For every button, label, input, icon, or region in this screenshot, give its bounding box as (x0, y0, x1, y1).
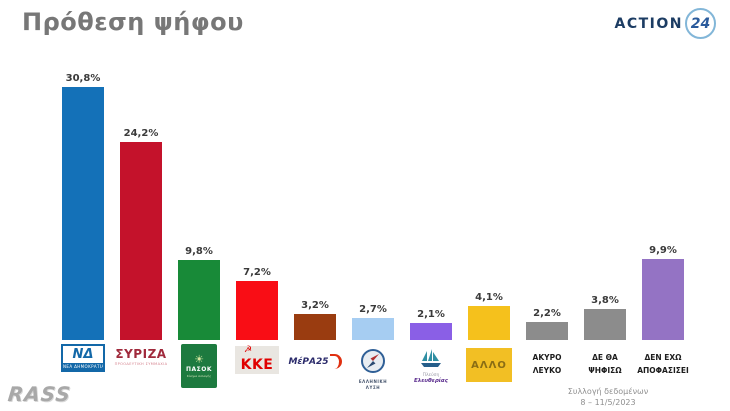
bar-value-label: 9,9% (649, 244, 677, 256)
syriza-logo-subtext: ΠΡΟΟΔΕΥΤΙΚΗ ΣΥΜΜΑΧΙΑ (114, 362, 168, 366)
nd-logo-initials: ΝΔ (72, 347, 94, 362)
bar-value-label: 9,8% (185, 245, 213, 257)
bar-plefsi-eleftherias (410, 322, 452, 340)
plefsi-logo-text: Πλεύση (422, 373, 440, 378)
bar-column-elliniki-lysi: 2,7% (344, 70, 402, 340)
bar-value-label: 3,8% (591, 294, 619, 306)
kke-logo-text: ΚΚΕ (240, 357, 274, 373)
bar-syriza (120, 141, 162, 340)
elliniki-lysi-logo: ΕΛΛΗΝΙΚΗ ΛΥΣΗ (359, 348, 387, 391)
bar-column-kke: 7,2% (228, 70, 286, 340)
party-label-akyro-leyko: ΑΚΥΡΟ ΛΕΥΚΟ (518, 344, 576, 391)
pasok-logo: ☀ ΠΑΣΟΚ Κίνημα Αλλαγής (181, 344, 217, 388)
data-collection-note: Συλλογή δεδομένων 8 – 11/5/2023 (540, 387, 676, 409)
bar-column-allo: 4,1% (460, 70, 518, 340)
bar-pasok (178, 259, 220, 340)
category-row: ΝΔ ΝΕΑ ΔΗΜΟΚΡΑΤΙΑ ΣΥΡΙΖΑ ΠΡΟΟΔΕΥΤΙΚΗ ΣΥΜΜΑΧ… (54, 344, 692, 391)
bar-value-label: 24,2% (123, 127, 159, 139)
action24-logo-circle: 24 (685, 8, 716, 39)
plefsi-logo-subtext: Ελευθερίας (414, 378, 448, 384)
bar-column-pasok: 9,8% (170, 70, 228, 340)
plefsi-eleftherias-logo: Πλεύση Ελευθερίας (414, 348, 448, 384)
bar-nd (62, 87, 104, 340)
bar-mera25 (294, 313, 336, 340)
syriza-logo: ΣΥΡΙΖΑ ΠΡΟΟΔΕΥΤΙΚΗ ΣΥΜΜΑΧΙΑ (115, 344, 168, 366)
action24-logo: ACTION 24 (614, 8, 716, 39)
swoosh-icon (329, 354, 342, 369)
mera25-logo-text: ΜέΡΑ25 (288, 356, 329, 367)
nd-logo: ΝΔ ΝΕΑ ΔΗΜΟΚΡΑΤΙΑ (61, 344, 105, 372)
party-label-syriza: ΣΥΡΙΖΑ ΠΡΟΟΔΕΥΤΙΚΗ ΣΥΜΜΑΧΙΑ (112, 344, 170, 391)
bar-value-label: 2,7% (359, 303, 387, 315)
category-label-de-tha-psifiso: ΔΕ ΘΑ ΨΗΦΙΣΩ (588, 353, 622, 375)
party-label-allo: ΑΛΛΟ (460, 344, 518, 391)
party-label-nd: ΝΔ ΝΕΑ ΔΗΜΟΚΡΑΤΙΑ (54, 344, 112, 391)
bar-de-tha-psifiso (584, 308, 626, 340)
sun-icon: ☀ (194, 353, 204, 366)
kke-logo: ☭ ΚΚΕ (235, 346, 279, 374)
syriza-logo-text: ΣΥΡΙΖΑ (115, 347, 167, 361)
bar-value-label: 30,8% (65, 73, 101, 85)
hammer-sickle-icon: ☭ (244, 345, 253, 355)
bar-column-syriza: 24,2% (112, 70, 170, 340)
pasok-logo-subtext: Κίνημα Αλλαγής (186, 374, 212, 378)
party-label-den-exo-apofasisei: ΔΕΝ ΕΧΩ ΑΠΟΦΑΣΙΣΕΙ (634, 344, 692, 391)
allo-label-box: ΑΛΛΟ (466, 348, 512, 382)
bar-value-label: 3,2% (301, 299, 329, 311)
elliniki-lysi-logo-text: ΕΛΛΗΝΙΚΗ ΛΥΣΗ (358, 379, 388, 390)
bar-column-den-exo-apofasisei: 9,9% (634, 70, 692, 340)
category-label-den-exo-apofasisei: ΔΕΝ ΕΧΩ ΑΠΟΦΑΣΙΣΕΙ (637, 353, 689, 375)
compass-icon (360, 348, 386, 378)
data-collection-dates: 8 – 11/5/2023 (580, 397, 636, 407)
action24-logo-text: ACTION (614, 15, 683, 32)
page-title: Πρόθεση ψήφου (22, 8, 244, 36)
bar-value-label: 2,1% (417, 308, 445, 320)
party-label-elliniki-lysi: ΕΛΛΗΝΙΚΗ ΛΥΣΗ (344, 344, 402, 391)
bar-column-plefsi-eleftherias: 2,1% (402, 70, 460, 340)
bar-kke (236, 281, 278, 340)
party-label-mera25: ΜέΡΑ25 (286, 344, 344, 391)
bar-allo (468, 306, 510, 340)
data-collection-label: Συλλογή δεδομένων (567, 387, 649, 396)
pasok-logo-text: ΠΑΣΟΚ (185, 366, 212, 373)
party-label-plefsi-eleftherias: Πλεύση Ελευθερίας (402, 344, 460, 391)
party-label-de-tha-psifiso: ΔΕ ΘΑ ΨΗΦΙΣΩ (576, 344, 634, 391)
sailboat-icon (420, 348, 442, 372)
rass-agency-logo: RASS (6, 382, 73, 406)
party-label-kke: ☭ ΚΚΕ (228, 344, 286, 391)
bar-column-akyro-leyko: 2,2% (518, 70, 576, 340)
bar-elliniki-lysi (352, 317, 394, 340)
party-label-pasok: ☀ ΠΑΣΟΚ Κίνημα Αλλαγής (170, 344, 228, 391)
bar-column-de-tha-psifiso: 3,8% (576, 70, 634, 340)
bar-value-label: 7,2% (243, 267, 271, 278)
bar-column-nd: 30,8% (54, 70, 112, 340)
bar-den-exo-apofasisei (642, 258, 684, 340)
category-label-akyro-leyko: ΑΚΥΡΟ ΛΕΥΚΟ (532, 353, 562, 375)
bar-value-label: 2,2% (533, 308, 561, 319)
bar-value-label: 4,1% (475, 292, 503, 304)
bar-column-mera25: 3,2% (286, 70, 344, 340)
bar-akyro-leyko (526, 322, 568, 340)
chart-columns: 30,8% 24,2% 9,8% 7,2% 3,2% 2,7% 2,1% 4,1% 2,2% 3,… (54, 70, 692, 340)
nd-logo-strip: ΝΕΑ ΔΗΜΟΚΡΑΤΙΑ (63, 363, 103, 370)
mera25-logo: ΜέΡΑ25 (288, 354, 342, 369)
